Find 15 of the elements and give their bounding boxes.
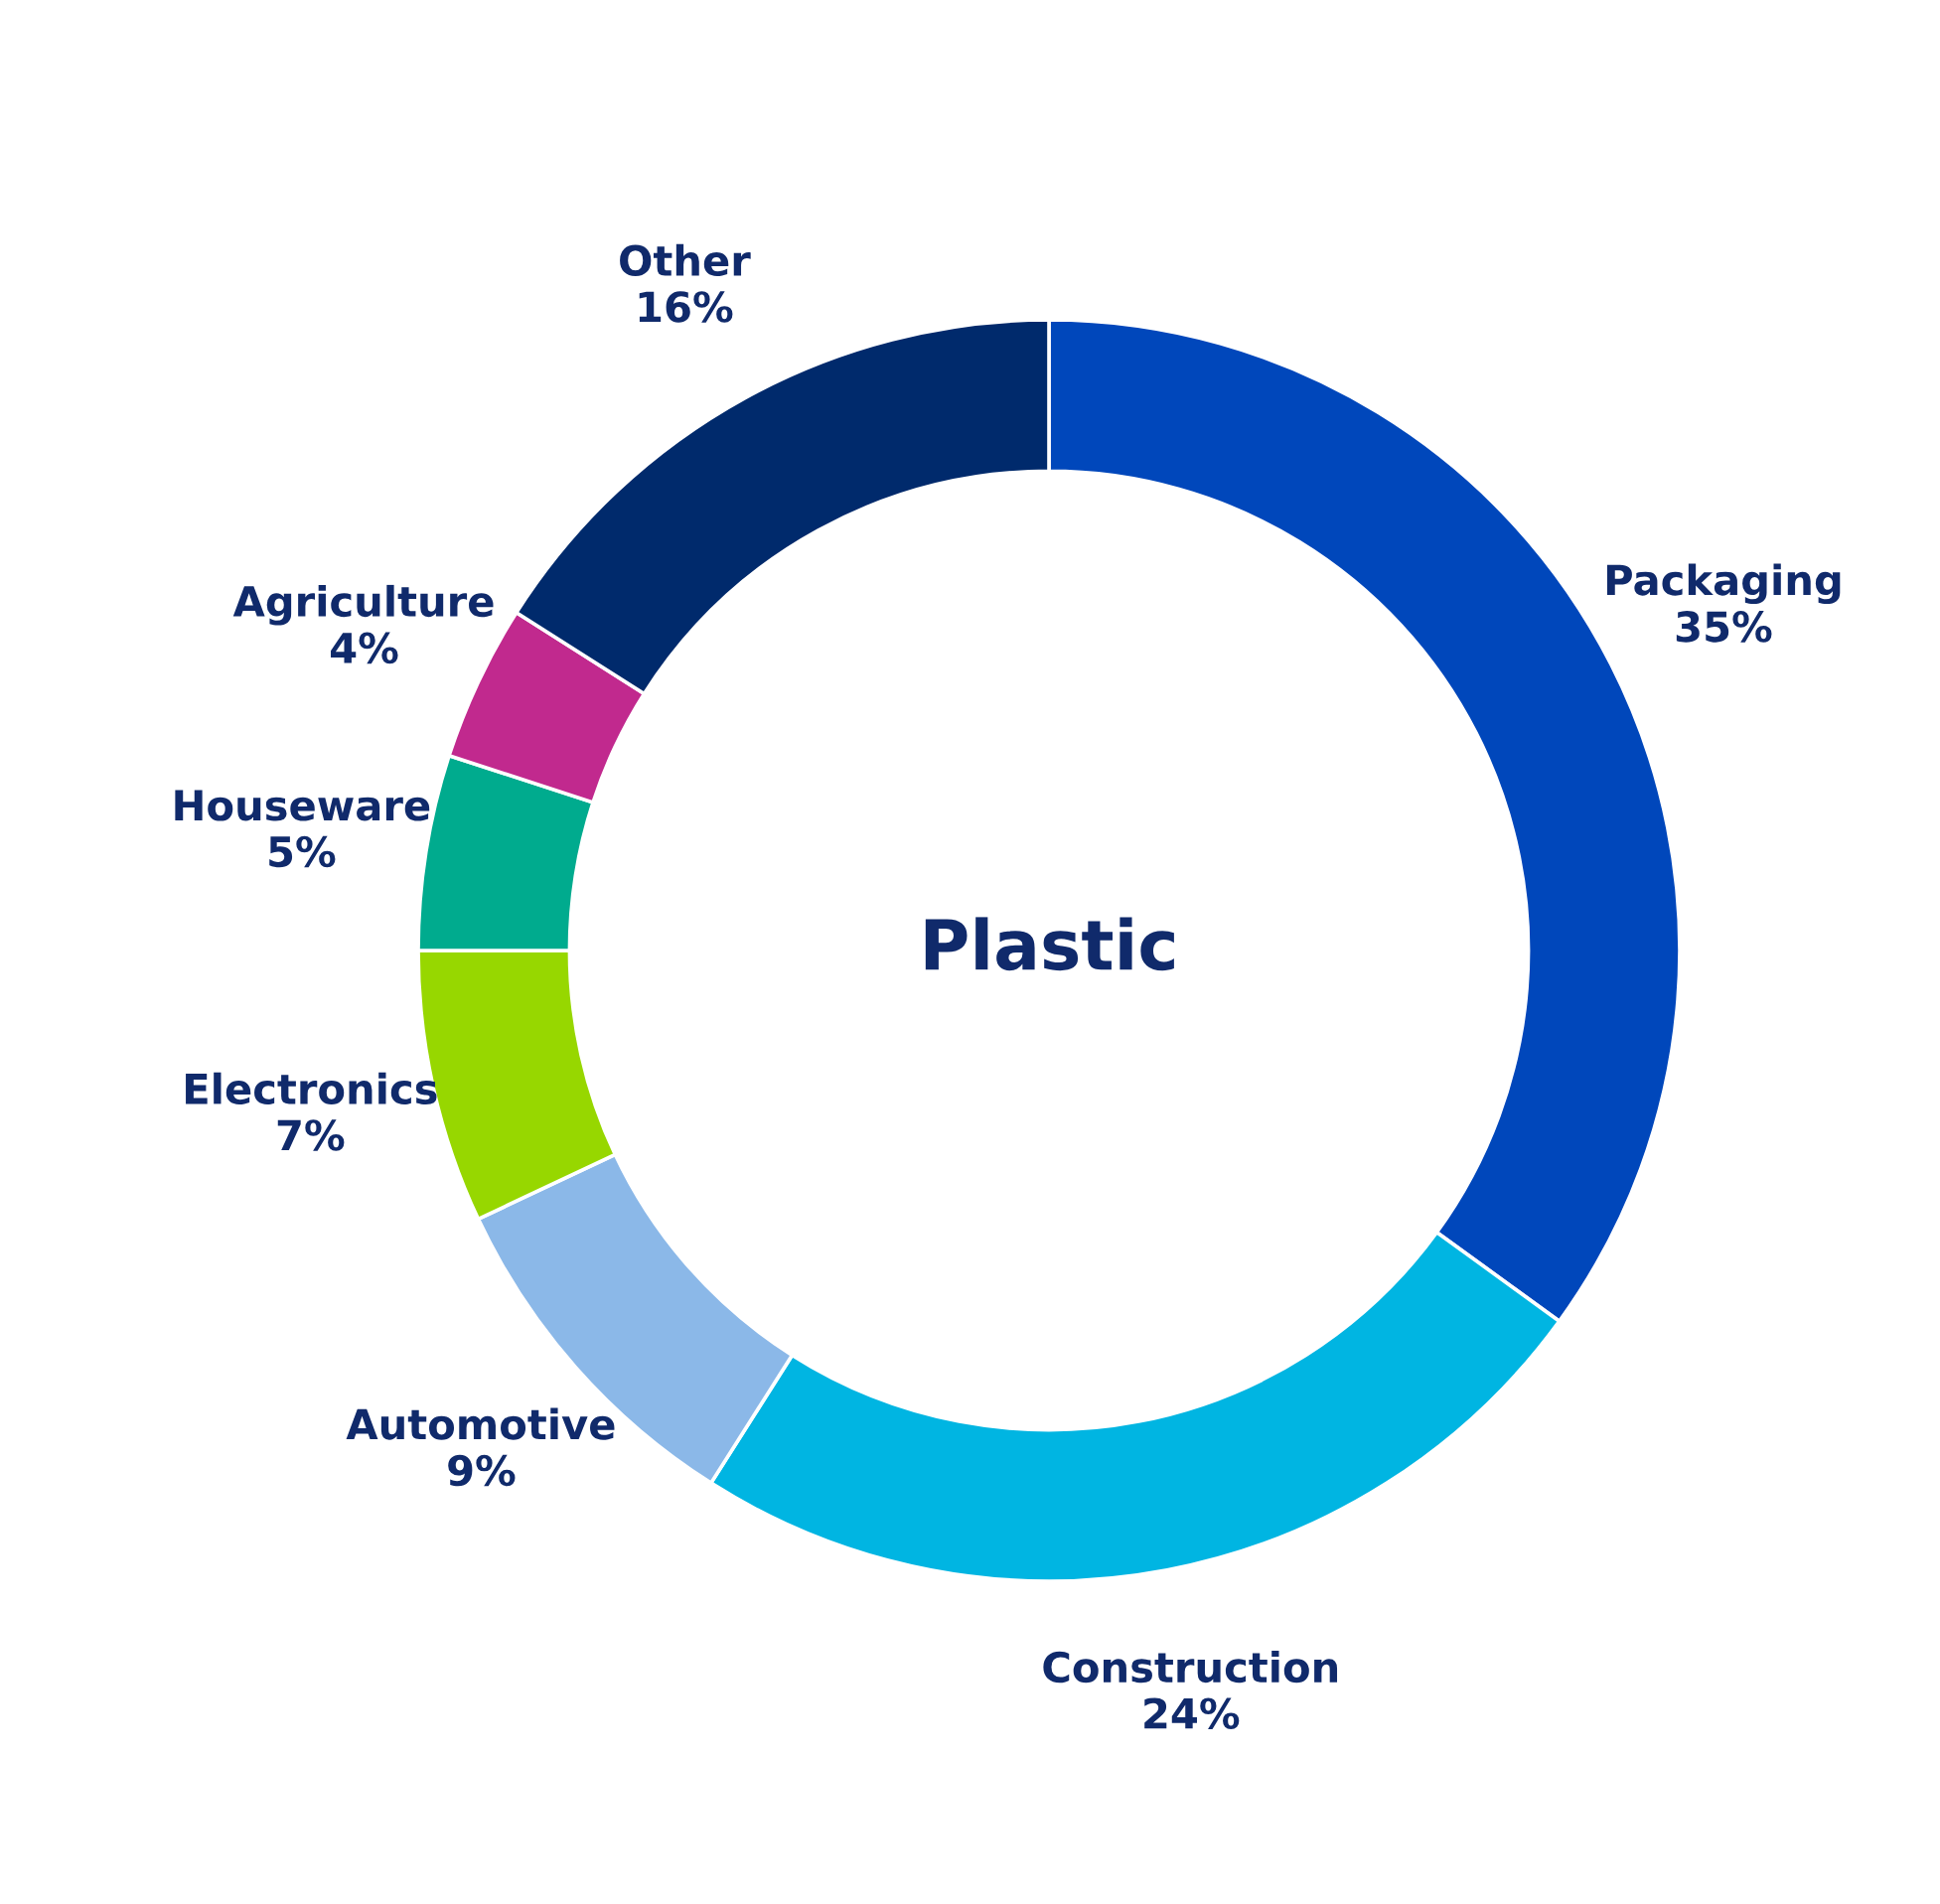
data-label: 35% bbox=[1676, 611, 1772, 643]
data-label: 7% bbox=[277, 1119, 345, 1151]
data-label: 4% bbox=[331, 632, 398, 664]
slice-label: Automotive bbox=[346, 1407, 615, 1440]
data-label: 9% bbox=[448, 1454, 516, 1487]
slice-label: Construction bbox=[1043, 1651, 1338, 1684]
data-label: 16% bbox=[639, 291, 733, 323]
slice-label: Agriculture bbox=[232, 584, 494, 626]
slice-label: Packaging bbox=[1606, 563, 1841, 605]
slice-label: Houseware bbox=[175, 790, 430, 821]
data-label: 5% bbox=[269, 835, 336, 868]
data-label: 24% bbox=[1144, 1697, 1240, 1729]
slice-label: Electronics bbox=[186, 1072, 437, 1104]
slice-label: Other bbox=[620, 243, 751, 277]
text: Plastic bbox=[925, 917, 1174, 971]
